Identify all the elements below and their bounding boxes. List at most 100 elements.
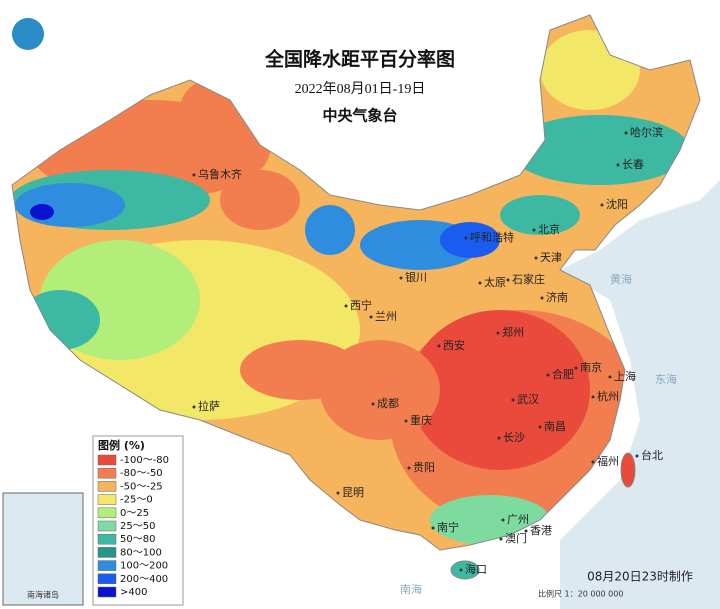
legend-swatch	[97, 547, 117, 558]
city-label: 合肥	[552, 367, 574, 381]
legend-swatch	[97, 586, 117, 598]
city-label: 沈阳	[606, 197, 628, 211]
legend-swatch	[97, 481, 117, 492]
city-dot	[591, 460, 595, 464]
city-label: 成都	[377, 397, 399, 410]
city-label: 西宁	[350, 298, 372, 312]
sea-label: 黄海	[610, 272, 632, 286]
city-dot	[497, 436, 501, 440]
legend-swatch	[97, 507, 117, 519]
city-dot	[344, 304, 348, 308]
title: 全国降水距平百分率图	[264, 48, 455, 71]
legend-label: -100～-80	[120, 455, 169, 466]
legend-title: 图例 (%)	[98, 438, 145, 452]
legend-label: -80～-50	[120, 468, 163, 479]
sea-label: 东海	[655, 372, 677, 386]
legend-label: >400	[120, 587, 147, 598]
city-label: 长春	[622, 158, 644, 171]
city-label: 哈尔滨	[630, 125, 663, 139]
city-dot	[459, 568, 463, 572]
city-dot	[478, 281, 482, 285]
city-dot	[538, 425, 542, 429]
city-dot	[404, 419, 408, 423]
city-label: 南京	[580, 360, 602, 374]
inset-box	[2, 492, 84, 606]
legend-swatch	[97, 494, 117, 505]
city-dot	[511, 398, 515, 402]
city-label: 西安	[443, 338, 465, 352]
made-time: 08月20日23时制作	[587, 570, 693, 584]
legend-swatch	[97, 573, 117, 585]
legend-label: 50～80	[120, 534, 155, 545]
sea	[560, 180, 720, 609]
city-label: 兰州	[375, 310, 397, 323]
city-label: 杭州	[597, 389, 619, 403]
city-dot	[624, 131, 628, 135]
city-label: 郑州	[502, 325, 524, 339]
city-dot	[336, 491, 340, 495]
city-label: 呼和浩特	[470, 230, 514, 244]
city-dot	[540, 296, 544, 300]
city-dot	[369, 315, 373, 319]
inset-label: 南海诸岛	[27, 590, 59, 600]
legend-label: 200～400	[120, 574, 168, 585]
city-label: 石家庄	[512, 272, 545, 286]
sea-label: 南海	[400, 582, 422, 596]
city-dot	[192, 173, 196, 177]
city-label: 济南	[546, 290, 568, 304]
city-dot	[431, 526, 435, 530]
city-label: 长沙	[503, 431, 525, 444]
city-dot	[371, 402, 375, 406]
city-label: 乌鲁木齐	[198, 167, 242, 181]
legend-swatch	[97, 533, 117, 545]
legend-label: 25～50	[120, 521, 155, 532]
city-label: 福州	[597, 454, 619, 468]
city-label: 银川	[405, 270, 427, 284]
city-dot	[192, 405, 196, 409]
city-dot	[501, 518, 505, 522]
city-label: 上海	[614, 369, 636, 383]
city-label: 武汉	[517, 393, 539, 406]
city-dot	[496, 331, 500, 335]
taiwan	[620, 452, 636, 488]
legend-label: -50～-25	[120, 481, 163, 492]
legend-label: 0～25	[120, 508, 149, 519]
logo	[12, 18, 44, 50]
legend-swatch	[97, 560, 117, 571]
legend-label: 100～200	[120, 561, 168, 572]
scale: 比例尺 1：20 000 000	[538, 589, 623, 599]
city-label: 南宁	[437, 520, 459, 534]
city-dot	[600, 203, 604, 207]
legend-swatch	[97, 467, 117, 479]
city-dot	[635, 454, 639, 458]
city-label: 重庆	[410, 413, 432, 427]
city-dot	[464, 236, 468, 240]
city-label: 太原	[484, 276, 506, 289]
city-label: 香港	[530, 524, 552, 537]
legend-label: 80～100	[120, 547, 162, 558]
city-label: 拉萨	[198, 399, 220, 413]
city-label: 南昌	[544, 420, 566, 433]
city-dot	[399, 276, 403, 280]
city-dot	[591, 395, 595, 399]
city-label: 昆明	[342, 486, 364, 499]
city-dot	[608, 375, 612, 379]
city-dot	[499, 537, 503, 541]
city-dot	[616, 163, 620, 167]
legend-swatch	[97, 454, 117, 466]
agency: 中央气象台	[322, 107, 397, 125]
city-label: 澳门	[505, 531, 527, 545]
city-dot	[534, 256, 538, 260]
legend-swatch	[97, 520, 117, 532]
city-label: 台北	[641, 448, 663, 462]
city-dot	[407, 466, 411, 470]
city-dot	[546, 373, 550, 377]
city-label: 海口	[465, 562, 487, 576]
city-dot	[574, 366, 578, 370]
legend-label: -25～0	[120, 495, 153, 506]
city-label: 贵阳	[413, 461, 435, 474]
subtitle: 2022年08月01日-19日	[295, 81, 426, 97]
city-dot	[532, 228, 536, 232]
city-label: 北京	[538, 222, 560, 236]
